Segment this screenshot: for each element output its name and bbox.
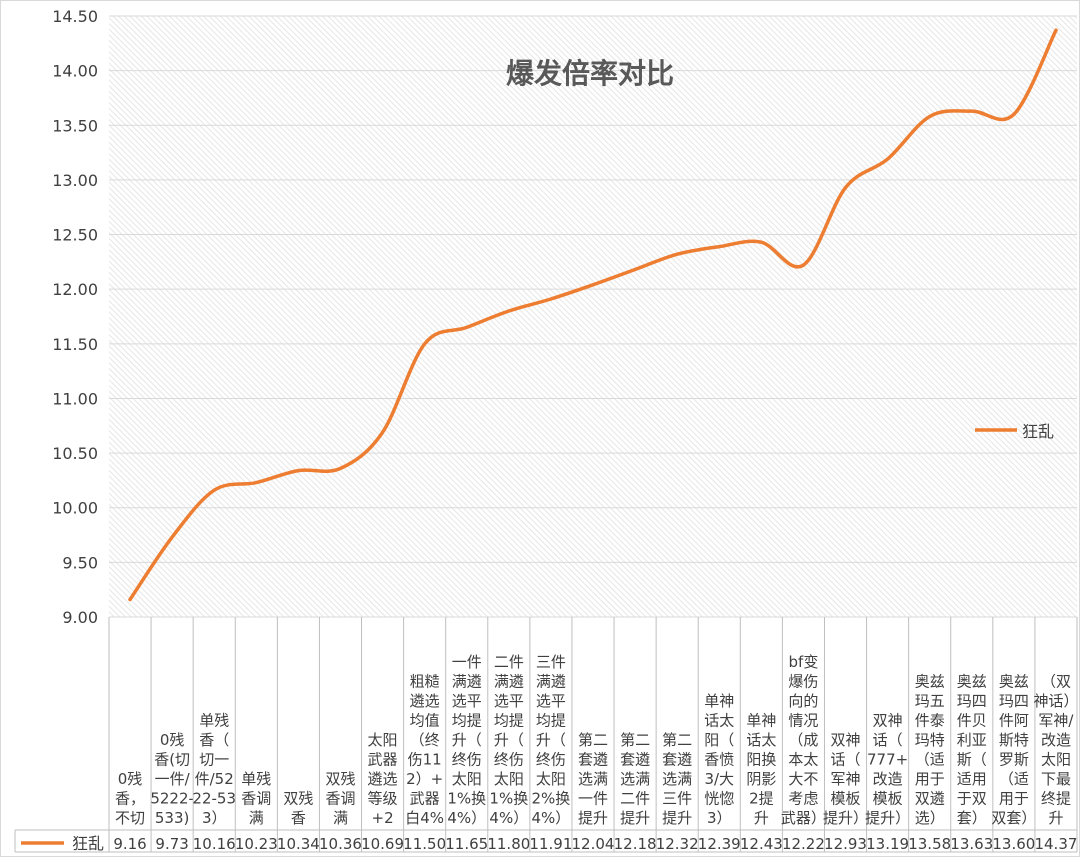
plot-background [109,16,1077,617]
category-label: 双神话（军神模板提升） [823,731,868,827]
y-tick-label: 12.50 [52,226,98,245]
table-value-cell: 13.19 [866,835,909,853]
category-label: 奥兹玛四件阿斯特罗斯（适用于双套） [991,673,1036,828]
category-label: 单残香调满 [241,770,271,827]
category-label: 双神话（ 777+改造模板提升） [865,712,910,828]
series-line-狂乱 [128,28,1058,602]
category-label: 双残香调满 [325,770,355,827]
y-tick-label: 11.00 [52,389,98,408]
table-value-cell: 13.58 [908,835,951,853]
table-value-cell: 12.18 [614,835,657,853]
category-label: 0残香，不切 [115,770,145,827]
y-tick-label: 13.00 [52,171,98,190]
y-tick-label: 9.50 [62,553,98,572]
y-tick-label: 10.50 [52,444,98,463]
table-value-cell: 11.80 [487,835,530,853]
category-label: 单神话太阳（香愤 3/大恍惚 3） [704,692,734,827]
category-label: 第二套遴选满二件提升 [620,731,650,827]
table-value-cell: 13.63 [950,835,993,853]
y-tick-label: 12.00 [52,280,98,299]
category-label: 粗糙遴选均值（终伤11 2）+武器白4% [405,673,444,828]
category-label: bf变爆伤向的情况（成本太大不考虑武器） [781,653,826,827]
table-value-cell: 12.93 [824,835,867,853]
table-value-cell: 14.37 [1034,835,1077,853]
y-tick-label: 13.50 [52,116,98,135]
table-series-label: 狂乱 [72,834,104,853]
table-value-cell: 11.65 [445,835,488,853]
table-value-cell: 9.73 [155,835,188,853]
table-value-cell: 12.04 [572,835,615,853]
table-value-cell: 10.16 [193,835,236,853]
table-value-cell: 9.16 [113,835,146,853]
table-value-cell: 12.22 [782,835,825,853]
table-value-cell: 12.39 [698,835,741,853]
table-value-cell: 13.60 [992,835,1035,853]
table-value-cell: 10.36 [319,835,362,853]
y-tick-label: 14.00 [52,62,98,81]
legend-label: 狂乱 [1022,422,1054,441]
category-label: 太阳武器遴选等级+2 [368,731,398,827]
category-label: 三件满遴选平均提升（终伤太阳 2%换 4%） [532,653,571,827]
table-value-cell: 12.32 [656,835,699,853]
category-label: 二件满遴选平均提升（终伤太阳 1%换 4%） [489,653,528,827]
table-value-cell: 11.50 [403,835,446,853]
gridlines [109,15,1077,618]
category-label: 奥兹玛五件泰玛特（适用于双遴选） [915,673,945,828]
table-value-cell: 12.43 [740,835,783,853]
y-tick-label: 14.50 [52,7,98,26]
category-label: 单神话太阳换阴影 2提升 [746,712,776,828]
category-label: 一件满遴选平均提升（终伤太阳 1%换 4%） [447,653,486,827]
category-label: 单残香（切一件/52 22-53 3） [192,712,236,828]
table-value-cell: 10.34 [277,835,320,853]
plot-legend: 狂乱 [975,422,1054,441]
y-tick-label: 9.00 [62,608,98,627]
table-value-cell: 10.23 [235,835,278,853]
chart-title: 爆发倍率对比 [506,57,674,90]
category-label: 第二套遴选满一件提升 [578,731,608,827]
category-label: 第二套遴选满三件提升 [662,731,692,827]
table-value-cell: 11.91 [529,835,572,853]
category-label: 奥兹玛四件贝利亚斯（适用于双套） [957,673,987,828]
category-label: （双神话）军神/改造太阳下最终提升 [1033,673,1078,828]
y-tick-label: 10.00 [52,499,98,518]
category-label: 0残香(切一件/5222-533) [150,731,194,827]
y-axis-tick-labels: 9.00 9.50 10.00 10.50 11.00 11.50 12.00 12.50 13… [52,7,98,627]
table-value-cell: 10.69 [361,835,404,853]
y-tick-label: 11.50 [52,335,98,354]
category-label: 双残香 [283,790,313,828]
